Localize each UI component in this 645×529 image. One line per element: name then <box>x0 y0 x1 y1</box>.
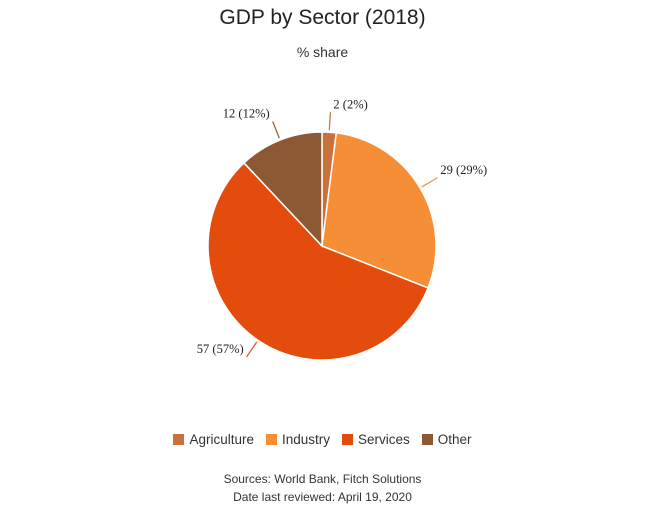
legend-item-industry[interactable]: Industry <box>265 432 331 447</box>
legend-swatch-agriculture <box>173 434 185 445</box>
pie-slice-services[interactable] <box>207 161 429 361</box>
leader-line-industry <box>421 177 438 188</box>
legend-item-other[interactable]: Other <box>421 432 472 447</box>
legend-label-other: Other <box>437 432 472 447</box>
legend-label-industry: Industry <box>281 432 331 447</box>
legend-item-agriculture[interactable]: Agriculture <box>173 432 254 447</box>
chart-footer: Sources: World Bank, Fitch Solutions Dat… <box>0 470 645 506</box>
chart-title: GDP by Sector (2018) <box>219 6 426 29</box>
leader-line-services <box>246 341 258 358</box>
legend-label-services: Services <box>358 432 410 447</box>
slice-label-industry: 29 (29%) <box>440 163 487 177</box>
pie-slice-other[interactable] <box>242 131 323 248</box>
leader-line-other <box>272 121 280 139</box>
chart-legend: Agriculture Industry Services Other <box>0 432 645 447</box>
legend-item-services[interactable]: Services <box>342 432 410 447</box>
legend-label-agriculture: Agriculture <box>189 432 254 447</box>
sources-note: Sources: World Bank, Fitch Solutions <box>223 472 422 486</box>
slice-label-agriculture: 2 (2%) <box>333 97 367 111</box>
chart-subtitle: % share <box>296 44 349 60</box>
slice-label-services: 57 (57%) <box>197 342 244 356</box>
pie-slice-industry[interactable] <box>321 132 437 289</box>
legend-swatch-industry <box>265 434 277 445</box>
slice-label-other: 12 (12%) <box>223 106 270 120</box>
legend-swatch-other <box>421 434 433 445</box>
legend-swatch-services <box>342 434 354 445</box>
leader-line-agriculture <box>328 112 332 131</box>
date-reviewed-note: Date last reviewed: April 19, 2020 <box>233 490 412 504</box>
